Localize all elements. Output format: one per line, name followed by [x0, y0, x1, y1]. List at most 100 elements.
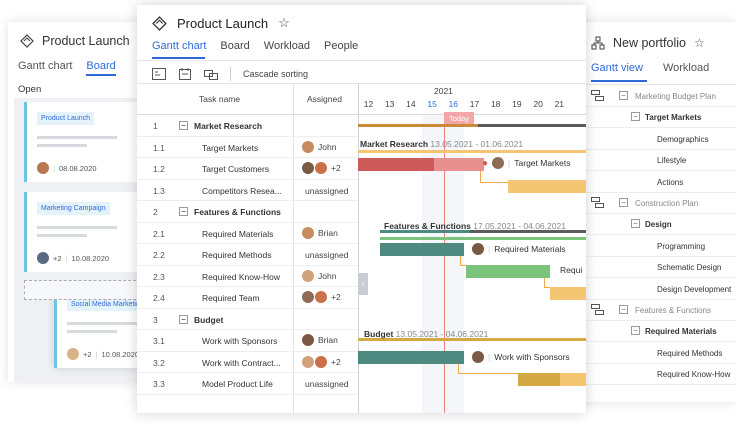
summary-label: Features & Functions 17.05.2021 - 04.06.…: [384, 221, 566, 231]
tab-gantt-view[interactable]: Gantt view: [591, 62, 643, 74]
task-row[interactable]: 1.1 Target Markets John: [137, 137, 358, 158]
task-bar[interactable]: [358, 158, 434, 171]
task-number: 1: [153, 121, 158, 131]
collapse-toggle-icon[interactable]: −: [631, 326, 640, 336]
assignee[interactable]: unassigned: [305, 250, 349, 260]
gantt-toolbar: Cascade sorting: [152, 63, 308, 85]
portfolio-row-label: Programming: [657, 241, 706, 251]
collapse-toggle-icon[interactable]: −: [619, 91, 628, 100]
collapse-toggle-icon[interactable]: −: [179, 121, 188, 130]
task-row[interactable]: 2.4 Required Team +2: [137, 287, 358, 309]
card-tag: Marketing Campaign: [37, 202, 110, 215]
board-tabs: Gantt chart Board: [18, 60, 116, 76]
portfolio-row[interactable]: Lifestyle: [575, 150, 736, 172]
drop-icon: ●: [482, 157, 489, 169]
timeline-day: 21: [554, 99, 565, 109]
tab-workload[interactable]: Workload: [662, 62, 710, 74]
avatar: [302, 269, 314, 282]
portfolio-row[interactable]: − Features & Functions: [575, 300, 736, 321]
task-row[interactable]: 3.3 Model Product Life unassigned: [137, 373, 358, 395]
tab-gantt-chart[interactable]: Gantt chart: [18, 60, 73, 72]
column-header-task[interactable]: Task name: [199, 94, 241, 104]
portfolio-row[interactable]: Programming: [575, 236, 736, 257]
portfolio-row[interactable]: Required Methods: [575, 343, 736, 364]
board-card[interactable]: Marketing Campaign +2 | 10.08.2020: [24, 192, 156, 272]
today-line: [444, 121, 445, 413]
assignee[interactable]: Brian: [302, 226, 338, 239]
cascade-sorting-button[interactable]: Cascade sorting: [243, 69, 309, 79]
portfolio-row[interactable]: Actions: [575, 172, 736, 193]
collapse-toggle-icon[interactable]: −: [179, 314, 188, 324]
task-group-row[interactable]: 3 − Budget: [137, 309, 358, 330]
project-icon: [152, 15, 167, 31]
portfolio-row[interactable]: − Design: [575, 214, 736, 236]
task-bar[interactable]: [550, 287, 586, 300]
task-number: 3.1: [153, 336, 165, 346]
baseline-icon[interactable]: [204, 68, 218, 80]
task-group-row[interactable]: 1 − Market Research: [137, 115, 358, 137]
assignee[interactable]: +2: [302, 291, 341, 303]
task-group-row[interactable]: 2 − Features & Functions: [137, 201, 358, 223]
assignee[interactable]: unassigned: [305, 185, 349, 196]
tab-people[interactable]: People: [324, 40, 359, 52]
assignee[interactable]: Brian: [302, 334, 338, 346]
task-bar[interactable]: [518, 373, 560, 386]
portfolio-row[interactable]: Design Development: [575, 279, 736, 300]
timeline-day: 17: [469, 99, 480, 109]
avatar: [67, 348, 79, 360]
task-number: 3.2: [153, 357, 165, 368]
portfolio-row[interactable]: − Construction Plan: [575, 193, 736, 214]
collapse-toggle-icon[interactable]: −: [631, 219, 640, 229]
indent-icon[interactable]: [152, 68, 166, 80]
column-header-assigned[interactable]: Assigned: [307, 94, 342, 104]
portfolio-row[interactable]: − Marketing Budget Plan: [575, 86, 736, 107]
tab-gantt-chart[interactable]: Gantt chart: [152, 40, 207, 52]
task-bar[interactable]: [508, 180, 586, 193]
task-bar-label: | Work with Sponsors: [472, 351, 570, 363]
task-row[interactable]: 2.1 Required Materials Brian: [137, 223, 358, 244]
assignee[interactable]: John: [302, 269, 336, 282]
task-bar[interactable]: [358, 351, 464, 364]
tab-board[interactable]: Board: [86, 60, 116, 76]
grid-header: Task name Assigned 2021: [137, 83, 586, 115]
collapse-toggle-icon[interactable]: −: [179, 207, 188, 216]
task-bar[interactable]: [380, 243, 464, 256]
tab-board[interactable]: Board: [220, 40, 250, 52]
collapse-toggle-icon[interactable]: −: [631, 112, 640, 122]
task-row[interactable]: 2.2 Required Methods unassigned: [137, 244, 358, 266]
calendar-icon[interactable]: [178, 68, 192, 80]
assignee[interactable]: John: [302, 140, 336, 153]
assignee[interactable]: +2: [302, 162, 341, 174]
collapse-toggle-icon[interactable]: −: [619, 198, 628, 207]
task-number: 1.1: [153, 142, 165, 153]
board-card[interactable]: Product Launch | 08.08.2020: [24, 102, 156, 182]
assignee[interactable]: +2: [302, 355, 341, 368]
task-row[interactable]: 3.1 Work with Sponsors Brian: [137, 330, 358, 352]
task-row[interactable]: 1.2 Target Customers +2: [137, 158, 358, 180]
portfolio-row[interactable]: − Target Markets: [575, 107, 736, 129]
portfolio-row[interactable]: Schematic Design: [575, 257, 736, 279]
task-name: Features & Functions: [194, 207, 281, 217]
task-name: Competitors Resea...: [202, 185, 282, 196]
portfolio-row[interactable]: − Required Materials: [575, 321, 736, 343]
collapse-toggle-icon[interactable]: −: [619, 305, 628, 314]
task-bar[interactable]: [466, 265, 550, 278]
portfolio-row[interactable]: Required Know-How: [575, 364, 736, 386]
card-date: 10.08.2020: [71, 253, 110, 263]
timeline-day: 14: [406, 99, 416, 109]
timeline: 12 13 14 15 16 17 18 19 20 21 Today Market Resear…: [358, 83, 586, 413]
task-row[interactable]: 1.3 Competitors Resea... unassigned: [137, 180, 358, 201]
task-row[interactable]: 3.2 Work with Contract... +2: [137, 352, 358, 373]
tab-workload[interactable]: Workload: [263, 40, 311, 52]
task-row[interactable]: 2.3 Required Know-How John: [137, 266, 358, 287]
assignee[interactable]: unassigned: [305, 379, 349, 389]
portfolio-row-label: Required Methods: [657, 348, 723, 358]
portfolio-tabs: Gantt view Workload: [591, 62, 709, 74]
portfolio-row[interactable]: Demographics: [575, 129, 736, 150]
task-number: 1.2: [153, 164, 165, 174]
board-header: Product Launch: [20, 34, 130, 48]
star-icon[interactable]: ☆: [278, 15, 290, 30]
collapse-handle[interactable]: ‹: [358, 273, 368, 295]
portfolio-row-label: Design Development: [657, 284, 732, 294]
star-icon[interactable]: ☆: [693, 36, 705, 50]
